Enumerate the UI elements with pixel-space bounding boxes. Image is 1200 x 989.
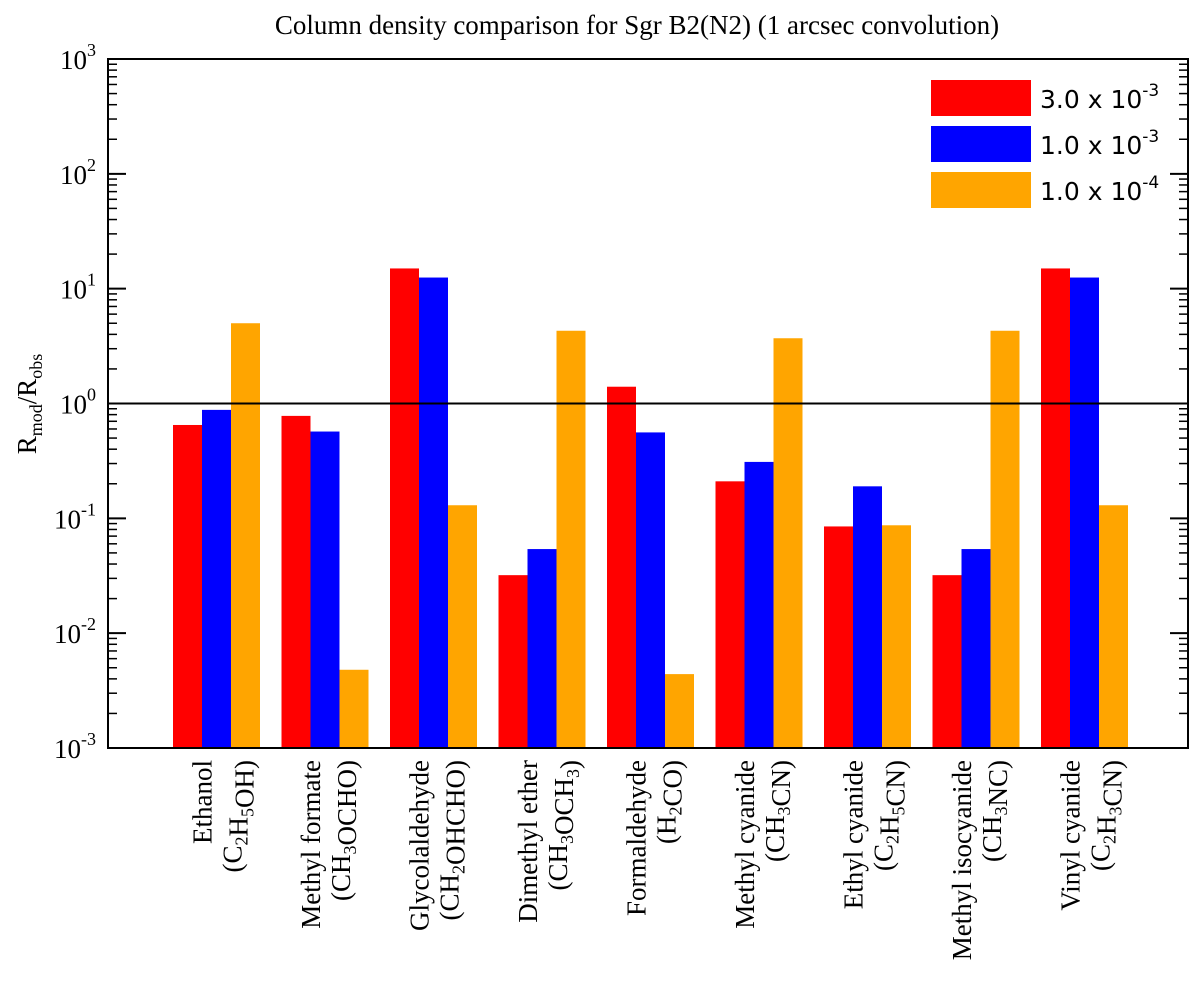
y-axis-label: Rmod/Robs bbox=[12, 354, 46, 455]
category-formula: (C2H3CN) bbox=[1086, 760, 1128, 871]
bar-3-6 bbox=[773, 338, 803, 748]
category-formula: (CH3CN) bbox=[760, 760, 796, 862]
x-category-label: Glycolaldehyde (CH2OHCHO) bbox=[405, 760, 471, 931]
bar-3-5 bbox=[665, 674, 694, 748]
chart-title: Column density comparison for Sgr B2(N2)… bbox=[275, 10, 999, 40]
y-tick-label: 102 bbox=[60, 155, 96, 190]
legend-label-1: 3.0 x 10-3 bbox=[1040, 81, 1159, 114]
x-category-label: Methyl cyanide (CH3CN) bbox=[730, 760, 796, 929]
bar-2-8 bbox=[961, 549, 991, 748]
x-category-label: Ethanol(C2H5OH) bbox=[188, 760, 260, 873]
y-tick-label: 10-3 bbox=[54, 729, 96, 764]
y-tick-label: 100 bbox=[60, 385, 96, 420]
category-name: Methyl isocyanide bbox=[947, 760, 977, 960]
category-formula: (H2CO) bbox=[652, 760, 688, 844]
y-tick-label: 101 bbox=[60, 270, 96, 305]
x-category-label: Ethyl cyanide (C2H5CN) bbox=[839, 760, 911, 909]
bar-3-7 bbox=[882, 525, 911, 748]
bar-1-3 bbox=[390, 268, 419, 748]
bar-2-6 bbox=[744, 461, 774, 748]
x-axis-labels: Ethanol(C2H5OH) Methyl formate (CH3OCHO) Gl… bbox=[188, 760, 1128, 960]
bar-3-2 bbox=[339, 669, 369, 748]
bar-1-7 bbox=[824, 526, 853, 748]
x-category-label: Methyl isocyanide (CH3NC) bbox=[947, 760, 1013, 960]
bar-1-2 bbox=[281, 415, 311, 748]
category-name: Glycolaldehyde bbox=[405, 760, 435, 931]
category-formula: (C2H5CN) bbox=[869, 760, 911, 871]
legend-swatch-1 bbox=[931, 80, 1031, 116]
bar-3-4 bbox=[556, 330, 586, 748]
bar-2-4 bbox=[527, 549, 557, 748]
bar-1-6 bbox=[715, 481, 745, 748]
x-category-label: Formaldehyde (H2CO) bbox=[622, 760, 688, 916]
bar-3-9 bbox=[1099, 505, 1128, 748]
category-formula: (CH2OHCHO) bbox=[435, 760, 471, 921]
y-tick-label: 10-1 bbox=[54, 499, 96, 534]
x-category-label: Vinyl cyanide (C2H3CN) bbox=[1056, 760, 1128, 911]
category-formula: (CH3OCHO) bbox=[326, 760, 362, 901]
bar-2-2 bbox=[310, 431, 340, 748]
bar-2-5 bbox=[636, 432, 665, 748]
legend: 3.0 x 10-3 1.0 x 10-3 1.0 x 10-4 bbox=[931, 80, 1159, 208]
bar-1-9 bbox=[1041, 268, 1070, 748]
category-name: Ethanol bbox=[188, 760, 218, 844]
category-name: Vinyl cyanide bbox=[1056, 760, 1086, 911]
category-formula: (CH3NC) bbox=[977, 760, 1013, 862]
y-axis: 10-3 10-2 10-1 100 101 102 103 bbox=[54, 40, 1188, 764]
category-name: Methyl formate bbox=[296, 760, 326, 929]
category-name: Formaldehyde bbox=[622, 760, 652, 916]
category-formula: (C2H5OH) bbox=[218, 760, 260, 873]
bar-3-8 bbox=[990, 330, 1020, 748]
x-category-label: Methyl formate (CH3OCHO) bbox=[296, 760, 362, 929]
bar-2-1 bbox=[202, 409, 231, 748]
y-tick-label: 10-2 bbox=[54, 614, 96, 649]
legend-swatch-3 bbox=[931, 172, 1031, 208]
category-name: Dimethyl ether bbox=[513, 760, 543, 923]
legend-label-3: 1.0 x 10-4 bbox=[1040, 173, 1159, 206]
category-name: Methyl cyanide bbox=[730, 760, 760, 929]
category-formula: (CH3OCH3) bbox=[543, 760, 585, 891]
bar-1-1 bbox=[173, 424, 202, 748]
bar-3-1 bbox=[231, 323, 260, 748]
bar-1-5 bbox=[607, 386, 636, 748]
legend-swatch-2 bbox=[931, 126, 1031, 162]
legend-label-2: 1.0 x 10-3 bbox=[1040, 127, 1159, 160]
x-category-label: Dimethyl ether (CH3OCH3) bbox=[513, 760, 585, 923]
bar-3-3 bbox=[448, 505, 477, 748]
bar-2-9 bbox=[1070, 277, 1099, 748]
bar-1-8 bbox=[932, 575, 962, 748]
y-tick-label: 103 bbox=[60, 40, 96, 75]
bar-2-3 bbox=[419, 277, 448, 748]
bar-1-4 bbox=[498, 575, 528, 748]
bar-2-7 bbox=[853, 486, 882, 748]
category-name: Ethyl cyanide bbox=[839, 760, 869, 909]
bars bbox=[173, 268, 1128, 748]
